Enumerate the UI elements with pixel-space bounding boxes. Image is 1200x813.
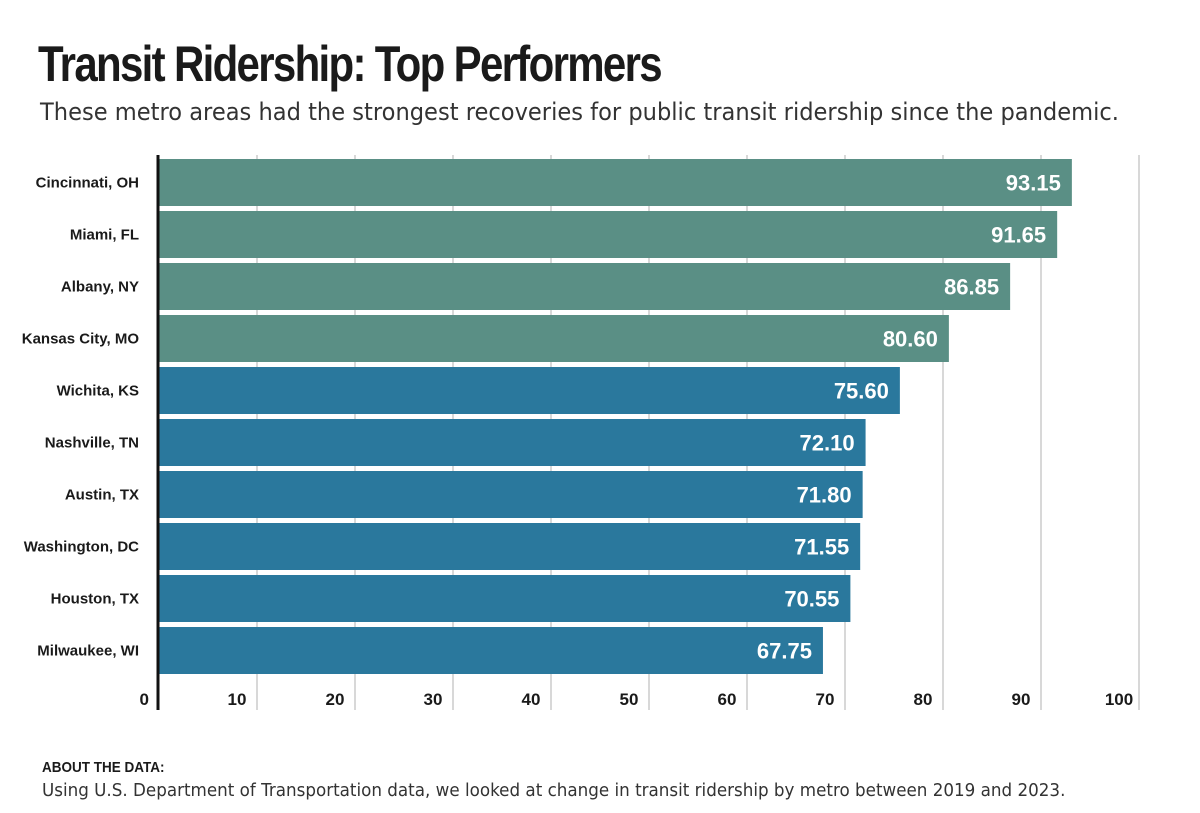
category-label: Kansas City, MO xyxy=(22,331,140,348)
x-axis-ticks: 0 10 20 30 40 50 60 70 80 90 100 xyxy=(140,690,1134,709)
bar-value-label: 67.75 xyxy=(757,639,812,664)
x-tick-label: 80 xyxy=(914,690,933,709)
category-label: Houston, TX xyxy=(51,591,139,608)
bar xyxy=(159,471,863,518)
bar xyxy=(159,523,861,570)
x-tick-label: 40 xyxy=(522,690,541,709)
x-tick-label: 20 xyxy=(326,690,345,709)
x-tick-label: 30 xyxy=(424,690,443,709)
bar-value-label: 91.65 xyxy=(991,223,1046,248)
bar-value-label: 75.60 xyxy=(834,379,889,404)
bars xyxy=(159,159,1072,674)
x-tick-label: 100 xyxy=(1105,690,1133,709)
category-label: Wichita, KS xyxy=(57,383,139,400)
category-labels: Cincinnati, OH Miami, FL Albany, NY Kansas … xyxy=(22,175,140,660)
bar xyxy=(159,627,823,674)
bar xyxy=(159,159,1072,206)
bar xyxy=(159,315,949,362)
x-tick-label: 60 xyxy=(718,690,737,709)
bar xyxy=(159,263,1011,310)
value-labels: 93.15 91.65 86.85 80.60 75.60 72.10 71.80 71.55… xyxy=(757,171,1061,664)
bar xyxy=(159,211,1058,258)
category-label: Cincinnati, OH xyxy=(36,175,139,192)
x-tick-label: 90 xyxy=(1012,690,1031,709)
bar xyxy=(159,575,851,622)
bar xyxy=(159,367,900,414)
x-tick-label: 50 xyxy=(620,690,639,709)
bar-value-label: 80.60 xyxy=(883,327,938,352)
category-label: Austin, TX xyxy=(65,487,139,504)
category-label: Nashville, TN xyxy=(45,435,139,452)
about-text: Using U.S. Department of Transportation … xyxy=(42,780,1066,801)
x-tick-label: 0 xyxy=(140,690,149,709)
bar-value-label: 70.55 xyxy=(784,587,839,612)
bar xyxy=(159,419,866,466)
x-tick-label: 10 xyxy=(228,690,247,709)
bar-value-label: 71.80 xyxy=(797,483,852,508)
bar-value-label: 72.10 xyxy=(800,431,855,456)
bar-value-label: 71.55 xyxy=(794,535,849,560)
category-label: Washington, DC xyxy=(24,539,139,556)
bar-chart: Cincinnati, OH Miami, FL Albany, NY Kansas … xyxy=(22,155,1140,710)
bar-value-label: 93.15 xyxy=(1006,171,1061,196)
bar-value-label: 86.85 xyxy=(944,275,999,300)
category-label: Milwaukee, WI xyxy=(37,643,139,660)
x-tick-label: 70 xyxy=(816,690,835,709)
about-heading: ABOUT THE DATA: xyxy=(42,759,165,776)
category-label: Miami, FL xyxy=(70,227,139,244)
chart-subtitle: These metro areas had the strongest reco… xyxy=(40,98,1119,126)
chart-title: Transit Ridership: Top Performers xyxy=(38,36,663,92)
category-label: Albany, NY xyxy=(61,279,139,296)
